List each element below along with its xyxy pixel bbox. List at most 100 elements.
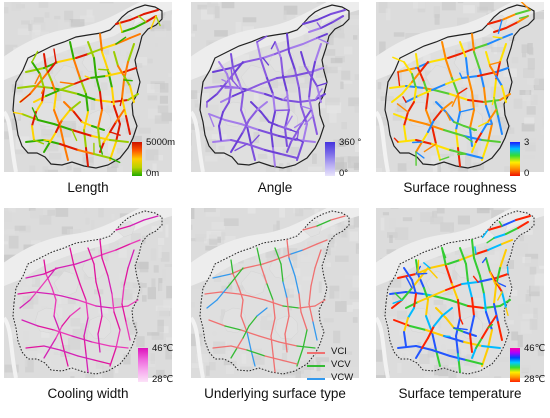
road-segment <box>240 123 260 131</box>
road-segment <box>320 21 334 29</box>
road-segment <box>97 315 103 335</box>
map-panel-angle: 360 ° 0° Angle <box>191 2 361 210</box>
road-segment <box>417 67 425 83</box>
road-segment <box>250 134 260 145</box>
road-segment <box>485 105 493 125</box>
road-segment <box>316 37 330 44</box>
road-segment <box>59 143 79 151</box>
water-channel <box>376 110 390 172</box>
legend-label-vci: VCI <box>331 346 347 357</box>
road-segment <box>403 111 409 127</box>
road-segment <box>34 73 41 85</box>
road-segment <box>268 121 280 127</box>
road-segment <box>433 89 451 95</box>
map-panel-surface-roughness: 3 0 Surface roughness <box>376 2 544 210</box>
surface-roughness-legend-bar <box>510 142 520 176</box>
road-segment <box>280 57 284 77</box>
road-segment <box>457 299 461 319</box>
legend-label-vcw: VCW <box>331 372 354 383</box>
road-segment <box>485 257 491 273</box>
road-segment <box>316 219 332 227</box>
road-segment <box>393 113 411 121</box>
road-segment <box>472 275 479 283</box>
road-segment <box>69 307 81 317</box>
road-segment <box>95 281 101 299</box>
road-segment <box>232 89 248 97</box>
surface-roughness-legend-min: 0 <box>524 168 530 179</box>
legend-swatch-vcv <box>307 365 325 367</box>
road-segment <box>260 59 268 79</box>
legend-swatch-vci <box>307 352 325 354</box>
road-segment <box>469 127 476 132</box>
road-segment <box>25 273 45 279</box>
road-segment <box>403 317 409 333</box>
road-segment <box>300 311 308 331</box>
road-segment <box>31 50 39 63</box>
road-segment <box>43 259 47 275</box>
road-segment <box>61 89 79 95</box>
road-segment <box>499 43 507 63</box>
road-segment <box>441 101 453 111</box>
road-segment <box>469 315 475 335</box>
road-segment <box>417 272 428 275</box>
road-segment <box>107 275 113 295</box>
road-segment <box>240 109 248 127</box>
road-segment <box>61 315 71 327</box>
road-segment <box>520 2 531 11</box>
road-segment <box>417 89 433 97</box>
road-segment <box>461 75 479 79</box>
road-segment <box>461 281 479 285</box>
length-caption: Length <box>67 180 109 195</box>
road-segment <box>230 77 240 89</box>
road-segment <box>129 219 145 227</box>
road-segment <box>93 263 97 283</box>
road-segment <box>129 239 141 245</box>
road-segment <box>457 153 467 156</box>
road-segment <box>47 61 57 73</box>
road-segment <box>99 239 103 259</box>
road-segment <box>212 345 232 349</box>
road-segment <box>445 265 453 285</box>
road-segment <box>491 97 495 106</box>
road-segment <box>49 131 57 143</box>
road-segment <box>123 267 129 287</box>
road-segment <box>125 115 131 135</box>
road-segment <box>501 291 507 309</box>
road-segment <box>53 109 61 127</box>
road-segment <box>445 111 451 121</box>
road-segment <box>204 85 222 89</box>
road-segment <box>300 105 313 111</box>
road-segment <box>256 307 268 317</box>
road-segment <box>240 299 244 317</box>
road-segment <box>475 249 489 255</box>
water-channel <box>376 316 390 378</box>
road-segment <box>103 249 117 255</box>
road-segment <box>284 333 288 353</box>
road-segment <box>401 81 413 95</box>
road-segment <box>302 123 308 143</box>
road-segment <box>53 315 61 333</box>
road-segment <box>405 95 419 103</box>
road-segment <box>479 69 485 89</box>
road-network <box>13 9 161 167</box>
road-segment <box>467 99 485 103</box>
road-segment <box>103 131 111 143</box>
road-segment <box>109 131 121 136</box>
road-segment <box>97 333 101 353</box>
road-segment <box>302 37 318 45</box>
road-segment <box>77 299 97 307</box>
road-segment <box>481 257 487 264</box>
road-segment <box>21 113 39 121</box>
road-segment <box>113 51 119 67</box>
road-segment <box>409 325 427 331</box>
road-segment <box>97 127 101 147</box>
road-network <box>204 9 346 167</box>
road-segment <box>485 51 491 67</box>
road-segment <box>415 345 433 351</box>
road-segment <box>298 87 302 107</box>
road-segment <box>435 349 441 367</box>
road-segment <box>43 347 51 359</box>
road-segment <box>445 283 463 291</box>
road-segment <box>282 75 288 93</box>
